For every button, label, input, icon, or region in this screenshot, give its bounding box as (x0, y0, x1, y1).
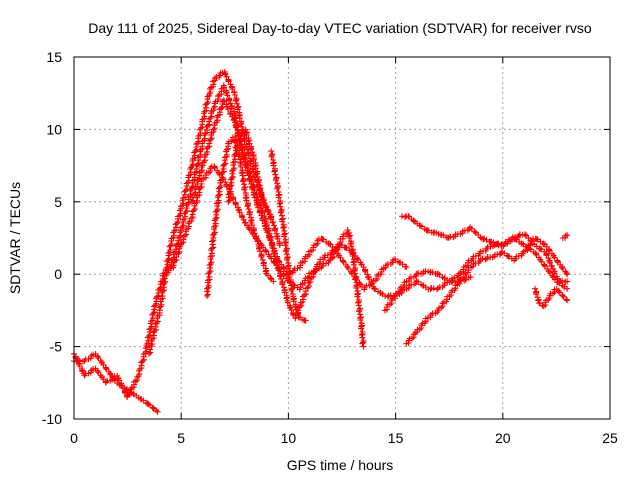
series-markers (381, 268, 474, 314)
series-track-5 (188, 97, 367, 350)
series-markers (146, 69, 283, 357)
series-markers (71, 163, 571, 400)
series-track-13 (559, 232, 571, 241)
x-tick-label: 25 (602, 430, 618, 446)
series-markers (532, 285, 571, 310)
series-track-10 (403, 235, 571, 347)
x-tick-label: 5 (177, 430, 185, 446)
series-track-7 (225, 126, 275, 220)
chart-title: Day 111 of 2025, Sidereal Day-to-day VTE… (88, 20, 592, 36)
y-tick-label: 15 (46, 49, 62, 65)
x-tick-label: 15 (388, 430, 404, 446)
series-track-8 (268, 148, 309, 324)
y-tick-label: -5 (50, 339, 63, 355)
y-tick-label: 5 (54, 194, 62, 210)
series-markers (71, 351, 161, 415)
x-axis-label: GPS time / hours (287, 457, 394, 473)
series-markers (559, 232, 571, 241)
series-markers (188, 97, 367, 350)
y-tick-label: 0 (54, 266, 62, 282)
series-markers (268, 148, 309, 324)
plot-frame (73, 56, 611, 420)
series-markers (403, 235, 571, 347)
series-markers (225, 126, 275, 220)
y-axis-label: SDTVAR / TECUs (7, 182, 23, 294)
ticks: 0 5 10 15 20 25 -10 -5 0 5 10 15 (42, 49, 618, 446)
x-tick-label: 20 (495, 430, 511, 446)
series-track-2 (71, 351, 161, 415)
series-track-1 (71, 163, 571, 400)
series-track-9 (399, 213, 571, 286)
series-markers (399, 213, 571, 286)
y-tick-label: -10 (42, 411, 62, 427)
data-layer (71, 69, 571, 415)
series-track-11 (381, 268, 474, 314)
x-tick-label: 0 (70, 430, 78, 446)
grid (74, 57, 610, 419)
y-tick-label: 10 (46, 121, 62, 137)
x-tick-label: 10 (281, 430, 297, 446)
series-track-12 (532, 285, 571, 310)
series-track-3 (146, 69, 283, 357)
